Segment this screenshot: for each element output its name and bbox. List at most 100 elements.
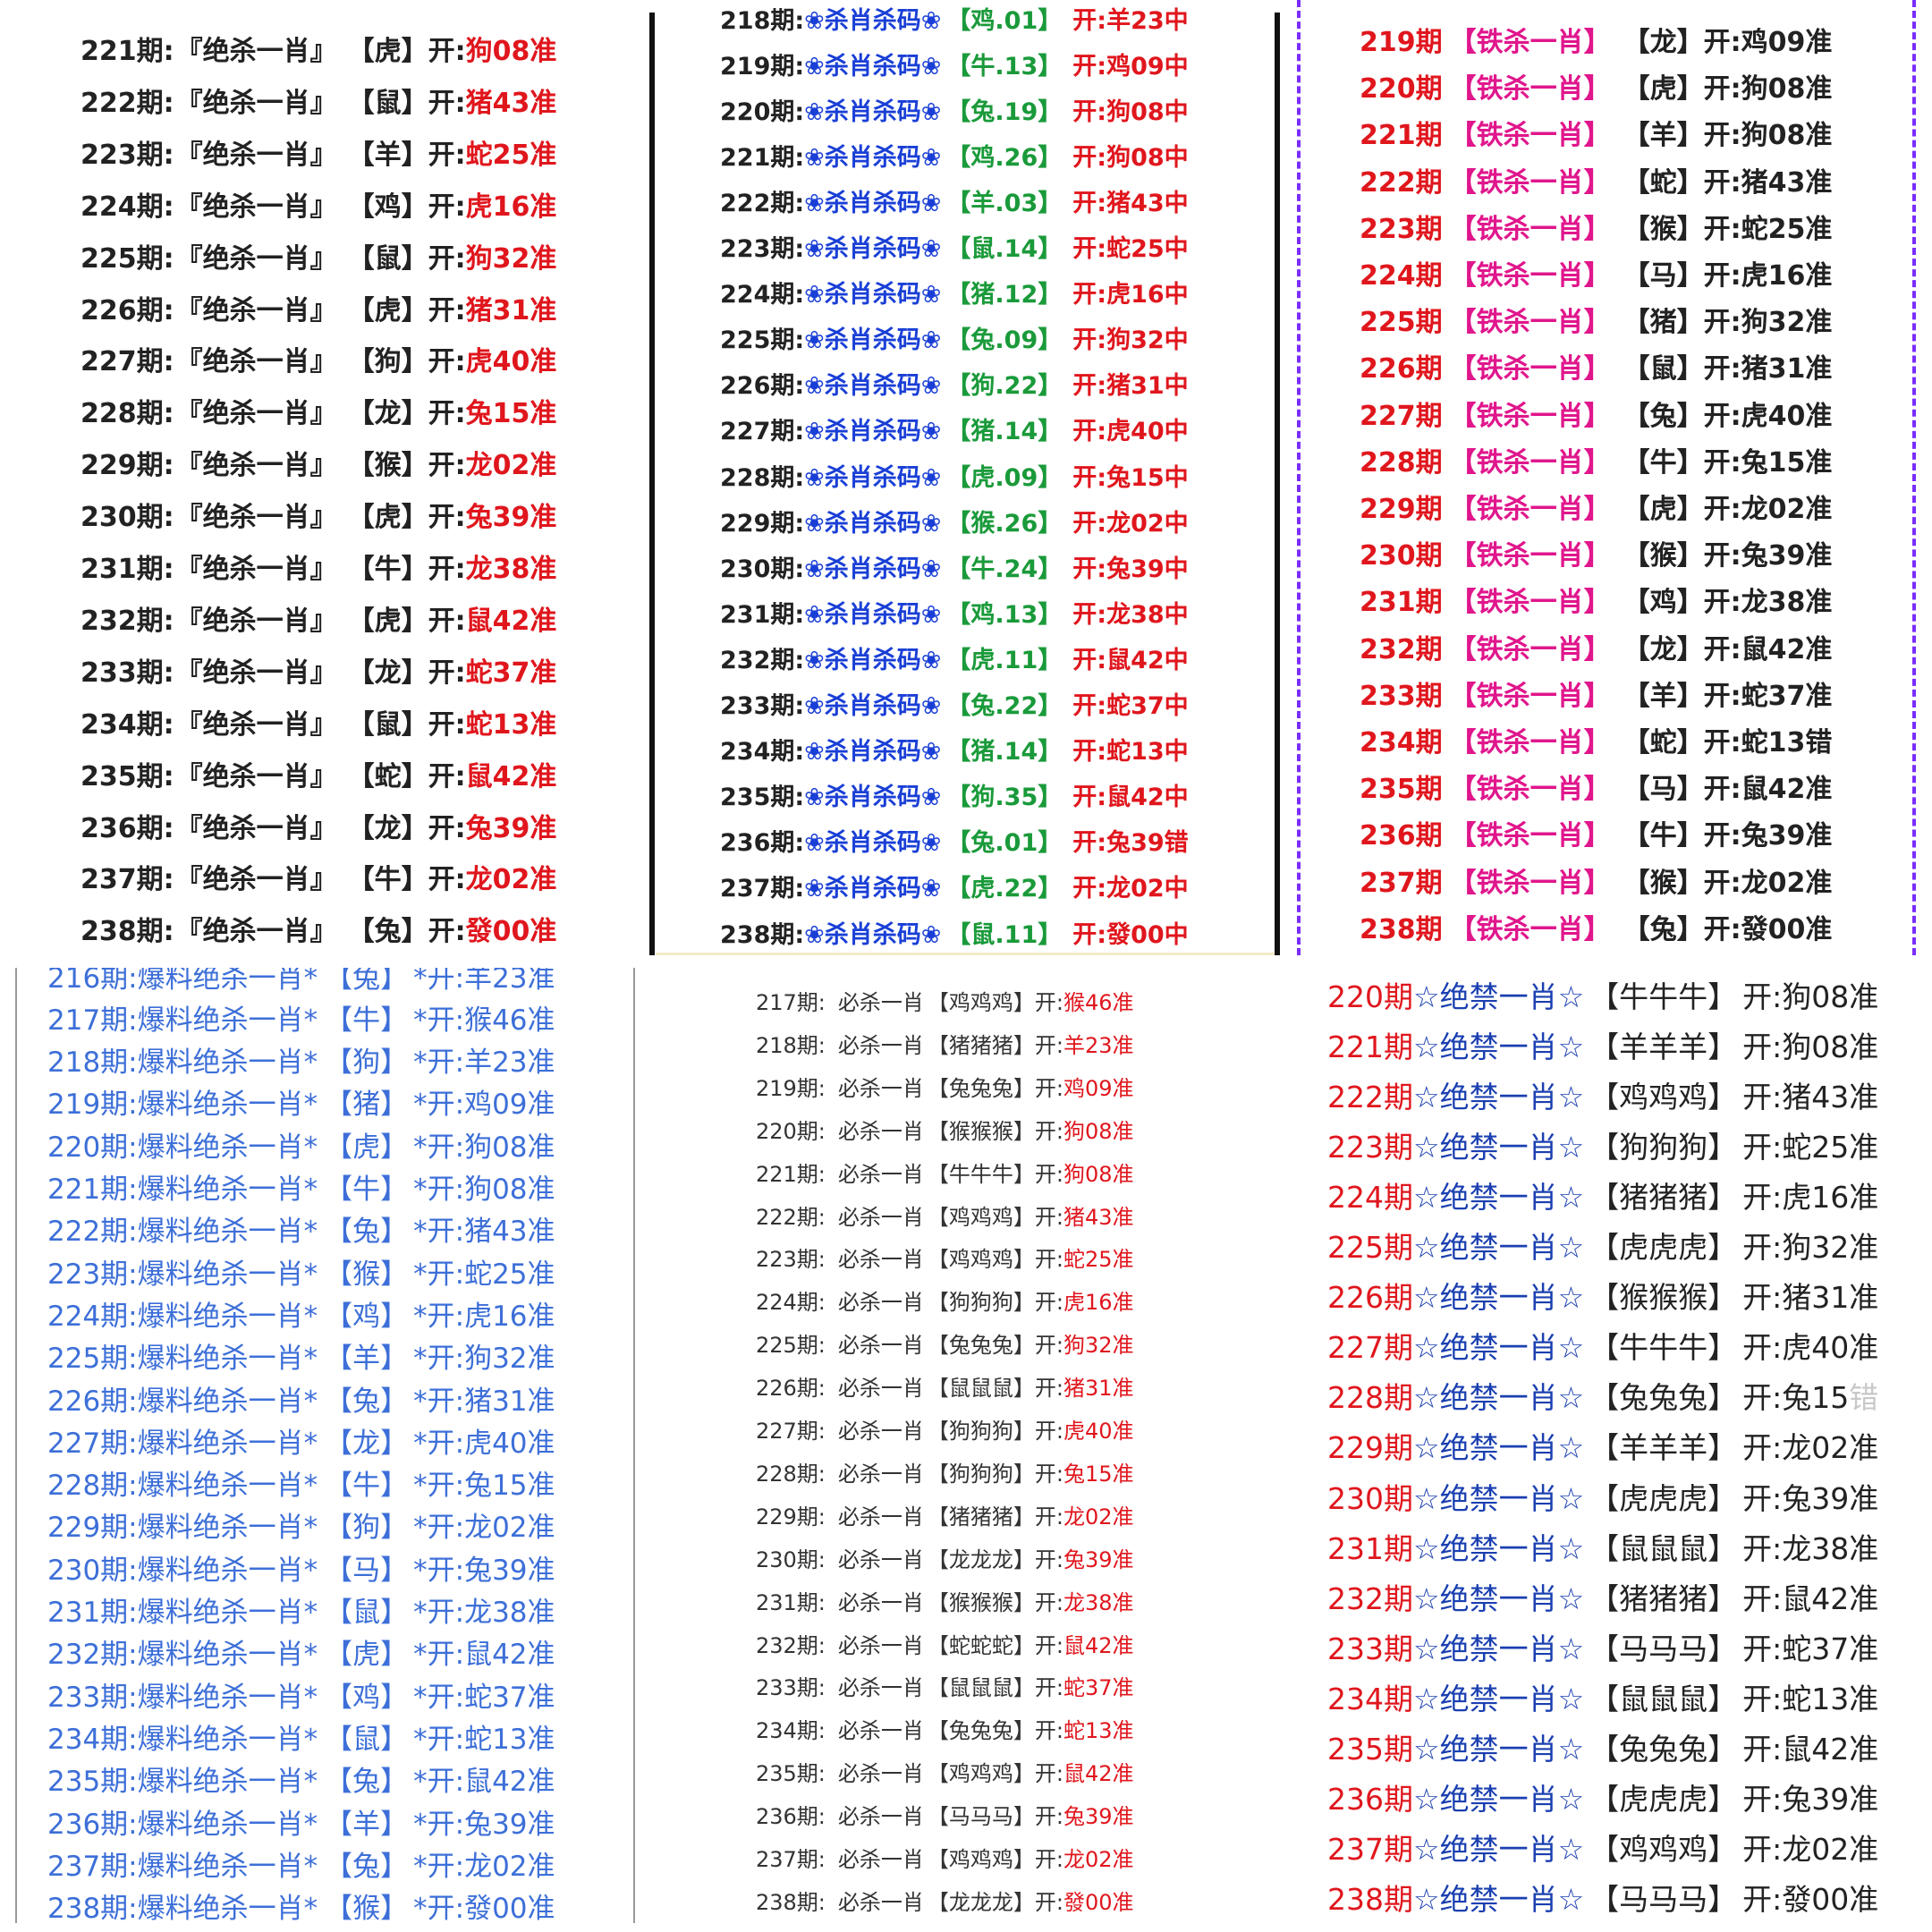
- row-text: 『绝杀一肖』: [175, 760, 337, 792]
- row-text: 开:: [1034, 1589, 1063, 1615]
- row-text: 虎16准: [465, 191, 557, 223]
- row-text: 狗32准: [465, 242, 557, 275]
- row-text: 【龙龙龙】: [927, 1546, 1035, 1572]
- row-text: 准: [1849, 1079, 1879, 1114]
- row-text: 226期: [1360, 353, 1443, 386]
- row-text: ☆绝禁一肖☆: [1413, 1330, 1585, 1366]
- row: 238期 【铁杀一肖】 【兔】开:發00准: [1360, 913, 1832, 945]
- row-text: 【虎】: [325, 1131, 409, 1164]
- row-text: 【兔】: [1623, 400, 1704, 432]
- row-text: 226期:: [756, 1376, 826, 1402]
- row: 224期:❀杀肖杀码❀ 【猪.12】 开:虎16中: [720, 283, 1189, 307]
- row-text: 231期:爆料绝杀一肖*: [47, 1597, 318, 1629]
- row-text: 231期:: [756, 1589, 826, 1615]
- row-text: 必杀一肖: [837, 1589, 924, 1615]
- row-text: 开:鸡09准: [1703, 27, 1833, 58]
- row-text: 233期:: [720, 692, 805, 720]
- row-text: 【牛.24】: [946, 555, 1063, 583]
- row-text: 狗08准: [465, 36, 557, 67]
- row-text: 220期: [1327, 979, 1413, 1014]
- row-text: 开:狗08准: [1703, 73, 1833, 106]
- row: 217期:爆料绝杀一肖* 【牛】 *开:猴46准: [47, 1006, 555, 1035]
- row-text: 【马】: [1623, 260, 1704, 292]
- row-text: 【马马马】: [1589, 1631, 1738, 1666]
- row-text: 220期:: [756, 1118, 826, 1144]
- row-text: 222期:爆料绝杀一肖*: [47, 1216, 318, 1249]
- row-text: 【猪猪猪】: [1589, 1580, 1738, 1616]
- row-text: 开:龙02: [1742, 1832, 1850, 1868]
- row-text: 【兔】: [347, 916, 428, 948]
- row-text: 开:: [428, 657, 466, 689]
- row-text: 开:: [1034, 1632, 1063, 1658]
- row-text: 必杀一肖: [837, 1632, 924, 1658]
- row-text: 开:: [1034, 1161, 1063, 1187]
- row: 233期:爆料绝杀一肖* 【鸡】 *开:蛇37准: [47, 1683, 555, 1712]
- row-text: 开:狗08: [1742, 979, 1850, 1014]
- row: 227期☆绝禁一肖☆ 【牛牛牛】 开:虎40准: [1327, 1333, 1878, 1362]
- row-text: 【猴】: [325, 1258, 409, 1291]
- row-text: 【铁杀一肖】: [1449, 587, 1611, 619]
- row-text: 【龙】: [325, 1427, 409, 1460]
- row-text: 235期: [1360, 774, 1443, 806]
- row: 232期 【铁杀一肖】 【龙】开:鼠42准: [1360, 633, 1832, 665]
- row: 227期:❀杀肖杀码❀ 【猪.14】 开:虎40中: [720, 419, 1189, 444]
- row-text: 【兔】: [325, 1216, 409, 1249]
- row-text: 【牛】: [347, 864, 428, 896]
- row-text: 【猴】: [1623, 213, 1704, 245]
- row-text: 【马马马】: [927, 1804, 1035, 1830]
- row-text: 【牛牛牛】: [1589, 979, 1738, 1014]
- row-text: 220期:爆料绝杀一肖*: [47, 1131, 318, 1164]
- row: 218期: 必杀一肖 【猪猪猪】开:羊23准: [756, 1035, 1134, 1056]
- row-text: 开:蛇13: [1742, 1681, 1850, 1716]
- row-text: 【铁杀一肖】: [1449, 774, 1611, 806]
- row-text: ☆绝禁一肖☆: [1413, 1230, 1585, 1265]
- row-text: 狗08准: [1063, 1161, 1134, 1187]
- row-text: 236期:: [80, 812, 174, 844]
- row-text: 准: [1849, 1430, 1879, 1466]
- row: 221期☆绝禁一肖☆ 【羊羊羊】 开:狗08准: [1327, 1032, 1878, 1062]
- row-text: 【猴猴猴】: [1589, 1280, 1738, 1316]
- row-text: 230期: [1327, 1480, 1413, 1516]
- row-text: 必杀一肖: [837, 990, 924, 1015]
- row-text: 准: [1849, 1179, 1879, 1215]
- row-text: 237期: [1327, 1832, 1413, 1868]
- row: 222期: 必杀一肖 【鸡鸡鸡】开:猪43准: [756, 1207, 1134, 1228]
- row-text: *开:狗08准: [413, 1174, 555, 1206]
- row-text: 224期: [1327, 1179, 1413, 1215]
- row-text: 必杀一肖: [837, 1804, 924, 1830]
- row: 235期 【铁杀一肖】 【马】开:鼠42准: [1360, 776, 1832, 803]
- row-text: 219期:爆料绝杀一肖*: [47, 1089, 318, 1122]
- row-text: 227期:: [756, 1419, 826, 1444]
- row-text: 232期: [1360, 633, 1443, 665]
- row-text: 232期:爆料绝杀一肖*: [47, 1639, 318, 1672]
- row-text: *开:虎40准: [413, 1427, 555, 1460]
- row-text: 226期:: [720, 372, 805, 401]
- row-text: 准: [1849, 1882, 1879, 1918]
- row-text: 【兔】: [1623, 913, 1704, 945]
- row-text: 开:發00中: [1072, 920, 1189, 949]
- row-text: 必杀一肖: [837, 1461, 924, 1487]
- row: 231期:『绝杀一肖』 【牛】开:龙38准: [80, 556, 556, 583]
- row: 229期☆绝禁一肖☆ 【羊羊羊】 开:龙02准: [1327, 1433, 1878, 1462]
- row-text: 229期: [1327, 1430, 1413, 1466]
- row-text: 【虎.11】: [946, 646, 1063, 674]
- row-text: 开:龙38准: [1703, 587, 1833, 619]
- row: 225期:❀杀肖杀码❀ 【兔.09】 开:狗32中: [720, 328, 1189, 352]
- row-text: 227期: [1327, 1330, 1413, 1366]
- row: 216期:爆料绝杀一肖* 【兔】 *开:羊23准: [47, 968, 555, 993]
- row-text: 221期: [1360, 120, 1443, 152]
- row: 230期 【铁杀一肖】 【猴】开:兔39准: [1360, 543, 1832, 570]
- row-text: 必杀一肖: [837, 1761, 924, 1787]
- row-text: 【铁杀一肖】: [1449, 73, 1611, 106]
- row-text: 狗32准: [1063, 1333, 1134, 1359]
- row-text: 【猴.26】: [946, 509, 1063, 538]
- row-text: ☆绝禁一肖☆: [1413, 1882, 1585, 1918]
- row-text: 蛇13准: [1063, 1718, 1134, 1744]
- row: 228期:❀杀肖杀码❀ 【虎.09】 开:兔15中: [720, 466, 1189, 490]
- row-text: 227期:爆料绝杀一肖*: [47, 1427, 318, 1460]
- row-text: 230期:: [720, 555, 805, 583]
- row: 226期 【铁杀一肖】 【鼠】开:猪31准: [1360, 356, 1832, 383]
- row-text: 开:: [428, 398, 466, 430]
- row-text: 222期:: [80, 87, 174, 119]
- row-text: 鼠42准: [465, 605, 557, 637]
